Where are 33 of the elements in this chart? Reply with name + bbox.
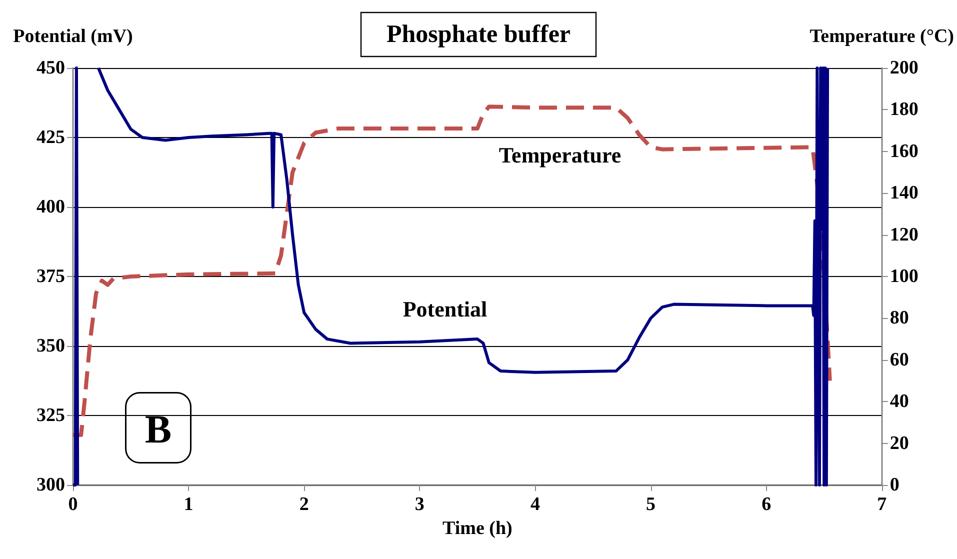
y-tick-label: 450 xyxy=(36,58,65,78)
y-tick-label: 400 xyxy=(36,196,65,218)
y-axis-title: Potential (mV) xyxy=(13,26,133,47)
y2-tick-label: 180 xyxy=(890,99,918,120)
y2-tick-label: 100 xyxy=(890,266,918,287)
y-tick-label: 300 xyxy=(36,474,65,496)
x-tick-label: 6 xyxy=(762,494,772,515)
x-tick-label: 2 xyxy=(299,494,309,515)
y2-axis-title: Temperature (°C) xyxy=(810,26,954,47)
x-tick-label: 4 xyxy=(530,494,540,515)
x-tick-label: 1 xyxy=(184,494,194,515)
series-label: Potential xyxy=(402,296,488,322)
y2-tick-label: 40 xyxy=(890,391,909,412)
y2-tick-label: 200 xyxy=(890,58,918,78)
y2-tick-label: 80 xyxy=(890,308,909,329)
x-tick-label: 0 xyxy=(68,494,78,515)
series-label: Temperature xyxy=(498,142,622,168)
annotation: B xyxy=(144,406,172,452)
y2-tick-label: 140 xyxy=(890,182,918,204)
y2-tick-label: 120 xyxy=(890,224,918,246)
y2-tick-label: 0 xyxy=(890,474,900,496)
y2-tick-label: 20 xyxy=(890,432,909,454)
x-tick-label: 7 xyxy=(877,494,888,515)
chart-title: Phosphate buffer xyxy=(386,21,571,48)
y2-tick-label: 160 xyxy=(890,140,918,162)
x-axis-title: Time (h) xyxy=(442,518,512,539)
x-tick-label: 5 xyxy=(646,494,656,515)
y2-tick-label: 60 xyxy=(890,349,909,370)
y-tick-label: 325 xyxy=(36,405,65,426)
x-tick-label: 3 xyxy=(414,494,424,515)
y-tick-label: 375 xyxy=(36,266,65,287)
y-tick-label: 425 xyxy=(36,127,65,148)
y-tick-label: 350 xyxy=(36,336,65,356)
